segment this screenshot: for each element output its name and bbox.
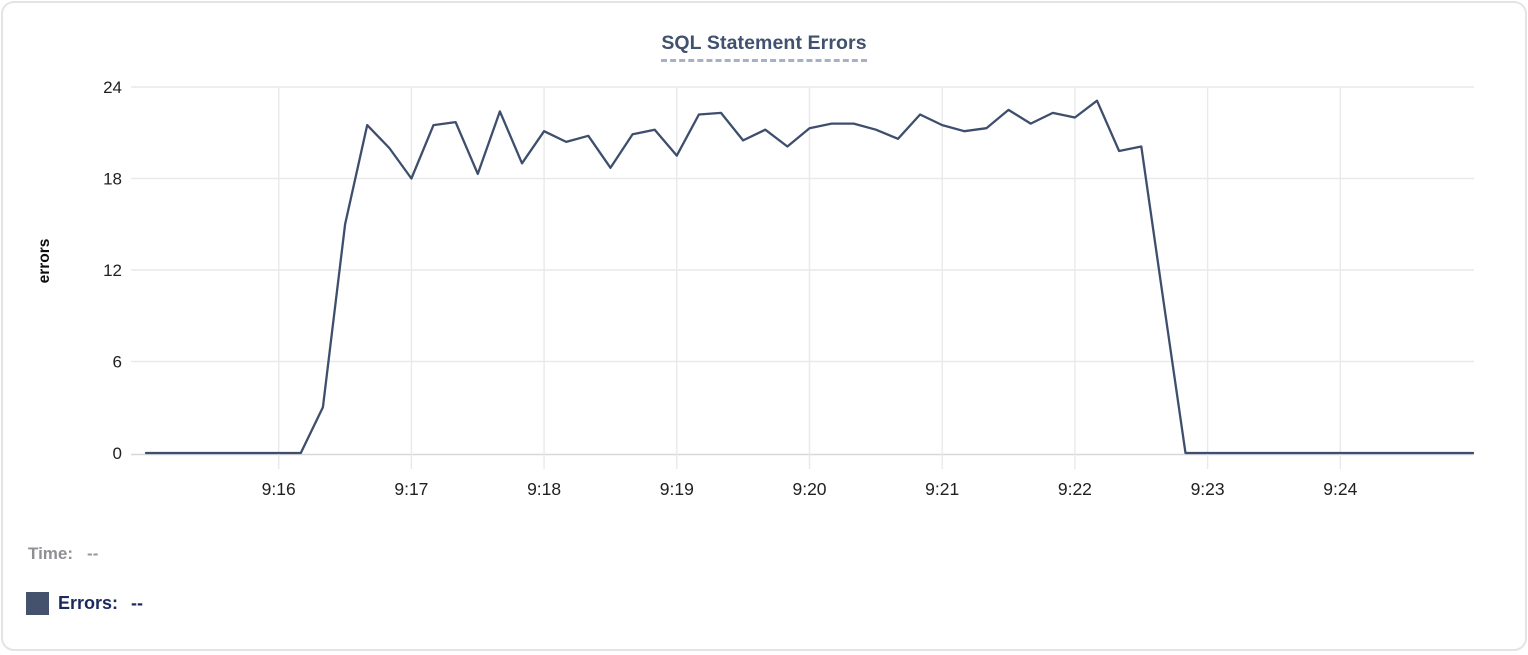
tooltip-time-value: -- — [87, 544, 99, 563]
x-tick-label: 9:18 — [527, 479, 561, 499]
y-axis-title: errors — [36, 239, 53, 284]
y-tick-label: 18 — [103, 170, 122, 189]
y-tick-label: 24 — [103, 78, 122, 97]
tooltip-time-row: Time: -- — [28, 544, 98, 564]
tooltip-errors-row: Errors: -- — [26, 592, 143, 615]
y-tick-label: 12 — [103, 261, 122, 280]
tooltip-errors-value: -- — [131, 593, 144, 613]
x-tick-label: 9:17 — [394, 479, 428, 499]
errors-series-swatch — [26, 592, 49, 615]
x-tick-label: 9:16 — [262, 479, 296, 499]
x-tick-label: 9:23 — [1191, 479, 1225, 499]
tooltip-time-label: Time: — [28, 544, 74, 563]
tooltip-errors-label: Errors: — [58, 593, 119, 613]
x-tick-label: 9:19 — [660, 479, 694, 499]
errors-line — [144, 99, 1475, 455]
x-tick-label: 9:21 — [925, 479, 959, 499]
chart-header: SQL Statement Errors — [3, 32, 1525, 62]
x-tick-label: 9:24 — [1323, 479, 1357, 499]
x-tick-label: 9:20 — [792, 479, 826, 499]
chart-title[interactable]: SQL Statement Errors — [661, 32, 867, 62]
errors-chart[interactable]: 0 6 12 18 24 9:16 9:17 9:18 9:19 9:20 9:21 9:22 9:23… — [3, 3, 1528, 655]
y-tick-label: 6 — [113, 353, 122, 372]
y-tick-label: 0 — [113, 444, 122, 463]
x-tick-label: 9:22 — [1058, 479, 1092, 499]
